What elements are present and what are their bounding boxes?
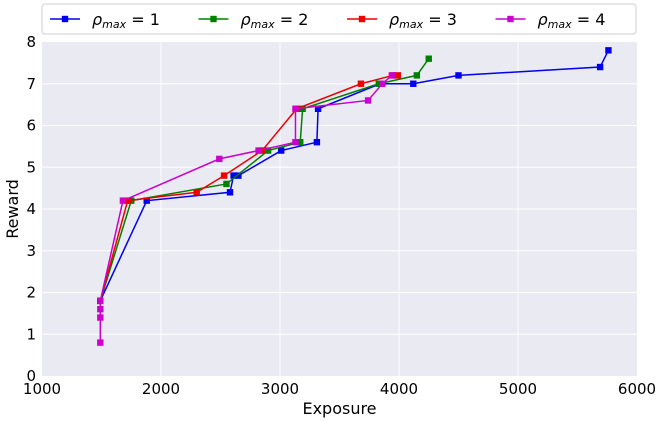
legend-item: ρmax = 3 — [347, 10, 457, 31]
grid — [42, 42, 637, 376]
data-point — [216, 155, 223, 163]
legend-marker — [61, 15, 69, 23]
x-axis-label: Exposure — [302, 399, 376, 418]
data-point — [314, 105, 322, 112]
series-1 — [97, 47, 612, 305]
y-tick-label: 4 — [26, 200, 36, 218]
data-point — [119, 197, 127, 204]
data-point — [97, 314, 104, 321]
data-point — [455, 72, 462, 79]
data-point — [297, 139, 304, 146]
y-tick-label: 3 — [26, 242, 36, 260]
y-tick-label: 5 — [26, 158, 36, 176]
data-point — [425, 55, 432, 62]
data-point — [97, 306, 104, 313]
data-point — [277, 147, 285, 154]
legend-label: ρmax = 2 — [241, 10, 309, 31]
data-point — [124, 197, 131, 204]
data-point — [299, 105, 306, 112]
data-point — [292, 139, 299, 146]
y-tick-label: 7 — [26, 75, 36, 93]
data-point — [97, 297, 104, 305]
legend-label: ρmax = 3 — [389, 10, 457, 31]
data-point — [255, 147, 262, 154]
data-point — [292, 105, 299, 112]
data-point — [313, 139, 321, 146]
legend-item: ρmax = 2 — [198, 10, 309, 31]
data-point — [223, 180, 230, 188]
data-point — [226, 189, 234, 196]
tick-labels: 1000 2000 3000 4000 5000 6000 0 1 2 3 4 5 6 7 8 — [23, 33, 656, 398]
data-point — [394, 72, 402, 79]
x-tick-label: 1000 — [23, 380, 61, 398]
data-point — [230, 172, 237, 179]
data-point — [193, 189, 200, 196]
data-point — [264, 147, 272, 154]
data-point — [220, 172, 228, 179]
data-point — [97, 339, 104, 346]
legend-label: ρmax = 1 — [92, 10, 160, 31]
y-tick-label: 8 — [26, 33, 36, 51]
data-point — [357, 80, 365, 87]
data-point — [605, 47, 612, 54]
series-layer — [97, 47, 612, 346]
x-tick-label: 3000 — [261, 380, 299, 398]
data-point — [596, 63, 604, 71]
x-tick-label: 5000 — [499, 380, 537, 398]
data-point — [258, 147, 266, 154]
legend-box — [41, 3, 637, 35]
x-tick-label: 2000 — [142, 380, 180, 398]
legend-item: ρmax = 1 — [50, 10, 160, 31]
legend-marker — [358, 15, 366, 23]
x-tick-label: 4000 — [380, 380, 418, 398]
series-4 — [97, 72, 396, 346]
data-point — [143, 197, 150, 204]
legend: ρmax = 1 ρmax = 2 ρmax = 3 ρmax = 4 — [41, 3, 637, 35]
y-tick-label: 2 — [26, 284, 36, 302]
data-point — [379, 80, 386, 87]
y-tick-label: 1 — [26, 325, 36, 343]
data-point — [375, 80, 382, 87]
x-tick-label: 6000 — [618, 380, 656, 398]
y-tick-label: 0 — [26, 367, 36, 385]
data-point — [410, 80, 417, 87]
y-axis-label: Reward — [3, 179, 22, 239]
data-point — [235, 172, 242, 179]
legend-label: ρmax = 4 — [538, 10, 606, 31]
legend-item: ρmax = 4 — [495, 10, 606, 31]
y-tick-label: 6 — [26, 117, 36, 135]
data-point — [364, 97, 372, 104]
data-point — [388, 72, 396, 79]
legend-marker — [210, 15, 217, 23]
legend-marker — [507, 15, 514, 23]
data-point — [413, 72, 421, 79]
